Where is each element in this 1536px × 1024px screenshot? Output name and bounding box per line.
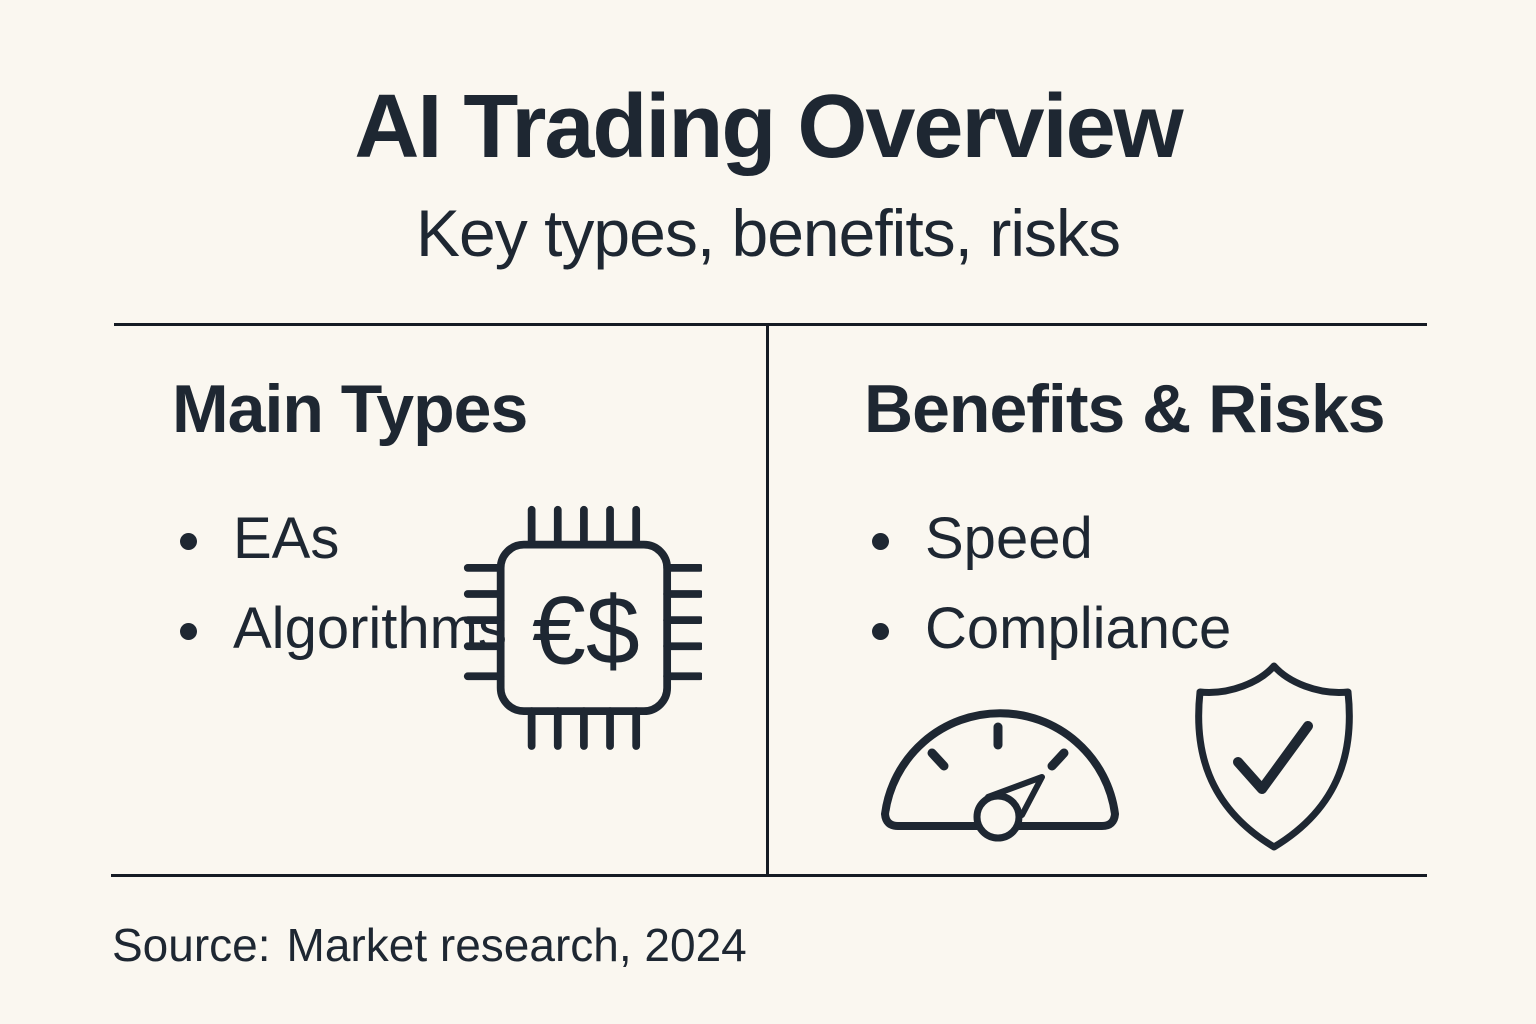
speedometer-icon <box>876 693 1124 843</box>
main-types-heading: Main Types <box>172 371 528 447</box>
bullet-dot <box>180 532 197 550</box>
list-item: Algorithms <box>172 598 732 660</box>
main-types-list: EAs Algorithms <box>172 508 732 660</box>
benefits-risks-heading: Benefits & Risks <box>864 371 1386 447</box>
chip-pins <box>463 505 702 750</box>
speedometer-icon-svg <box>881 709 1119 842</box>
benefits-risks-list: Speed Compliance <box>864 508 1424 660</box>
chip-currency-icon-svg: €$ <box>463 505 702 750</box>
bullet-dot <box>180 622 197 640</box>
bullet-dot <box>872 532 889 550</box>
gauge-hub <box>973 792 1023 842</box>
bullet-dot <box>872 622 889 640</box>
page-subtitle: Key types, benefits, risks <box>416 195 1121 270</box>
check-mark <box>1233 721 1313 794</box>
list-item-label: EAs <box>233 506 340 571</box>
source-note: Source: Market research, 2024 <box>112 918 747 972</box>
gauge-arc <box>881 709 1119 830</box>
shield-outline <box>1195 662 1353 851</box>
list-item: Speed <box>864 508 1424 570</box>
shield-check-icon-svg <box>1195 662 1353 851</box>
chip-body <box>496 540 672 716</box>
page-title: AI Trading Overview <box>354 77 1183 177</box>
benefits-risks-section: Benefits & Risks Speed Compliance <box>864 374 1424 688</box>
column-divider-line <box>766 323 769 877</box>
list-item-label: Speed <box>925 506 1093 571</box>
bottom-divider-line <box>111 874 1427 877</box>
list-item-label: Algorithms <box>233 596 507 661</box>
list-item-label: Compliance <box>925 596 1232 661</box>
header: AI Trading Overview Key types, benefits,… <box>0 0 1536 268</box>
chip-currency-icon: €$ <box>460 494 702 756</box>
list-item: Compliance <box>864 598 1424 660</box>
source-value: Market research, 2024 <box>286 919 747 971</box>
list-item: EAs <box>172 508 732 570</box>
main-types-section: Main Types EAs Algorithms <box>172 374 732 688</box>
source-label: Source: <box>112 919 271 971</box>
top-divider-line <box>114 323 1427 326</box>
chip-currency-symbols: €$ <box>532 576 640 685</box>
shield-check-icon <box>1186 658 1362 854</box>
gauge-ticks <box>927 722 1069 771</box>
